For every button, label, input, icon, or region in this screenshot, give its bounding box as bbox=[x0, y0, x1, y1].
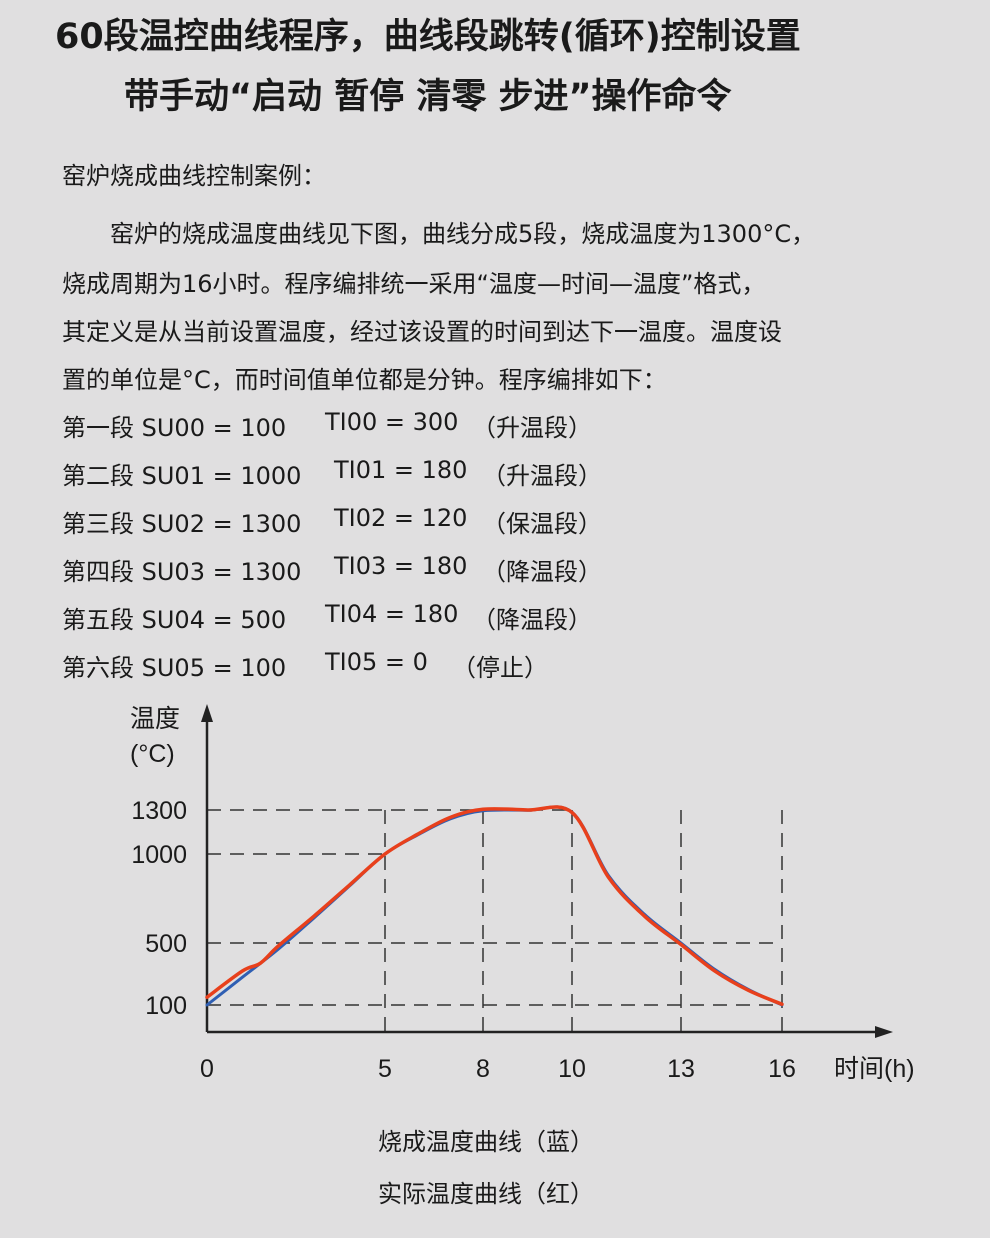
section-heading: 窑炉烧成曲线控制案例： bbox=[62, 162, 326, 190]
y-axis-arrow-icon bbox=[201, 704, 213, 722]
x-tick-label: 0 bbox=[200, 1055, 214, 1083]
segment-setpoint: 第一段 SU00 = 100 bbox=[62, 414, 287, 442]
x-tick-label: 10 bbox=[558, 1055, 586, 1083]
actual-curve-red bbox=[205, 805, 784, 1006]
chart-axes bbox=[201, 704, 893, 1038]
legend-red-curve: 实际温度曲线（红） bbox=[378, 1180, 594, 1208]
segment-time: TI05 = 0 bbox=[325, 648, 428, 676]
x-tick-label: 5 bbox=[378, 1055, 392, 1083]
paragraph-line: 烧成周期为16小时。程序编排统一采用“温度—时间—温度”格式， bbox=[62, 270, 766, 298]
segment-setpoint: 第二段 SU01 = 1000 bbox=[62, 462, 302, 490]
segment-setpoint: 第五段 SU04 = 500 bbox=[62, 606, 287, 634]
paragraph-line: 其定义是从当前设置温度，经过该设置的时间到达下一温度。温度设 bbox=[62, 318, 782, 346]
setpoint-curve-blue bbox=[205, 805, 784, 1007]
segment-time: TI02 = 120 bbox=[334, 504, 468, 532]
paragraph-line: 窑炉的烧成温度曲线见下图，曲线分成5段，烧成温度为1300°C， bbox=[110, 220, 816, 248]
x-axis-label: 时间(h) bbox=[834, 1055, 915, 1083]
y-tick-label: 100 bbox=[145, 992, 187, 1020]
segment-note: （升温段） bbox=[482, 462, 602, 490]
x-tick-label: 16 bbox=[768, 1055, 796, 1083]
paragraph-line: 置的单位是°C，而时间值单位都是分钟。程序编排如下： bbox=[62, 366, 667, 394]
segment-time: TI04 = 180 bbox=[325, 600, 459, 628]
segment-note: （升温段） bbox=[472, 414, 592, 442]
y-tick-label: 1300 bbox=[131, 797, 187, 825]
chart-gridlines bbox=[207, 809, 783, 1032]
y-tick-label: 500 bbox=[145, 930, 187, 958]
segment-note: （保温段） bbox=[482, 510, 602, 538]
x-tick-label: 13 bbox=[667, 1055, 695, 1083]
segment-note: （降温段） bbox=[472, 606, 592, 634]
y-tick-label: 1000 bbox=[131, 841, 187, 869]
chart-tick-labels: 0 5 8 10 13 16 100 500 1000 1300 bbox=[131, 797, 796, 1083]
chart-series bbox=[205, 805, 784, 1007]
segment-setpoint: 第三段 SU02 = 1300 bbox=[62, 510, 302, 538]
page-title-line1: 60段温控曲线程序，曲线段跳转(循环)控制设置 bbox=[55, 17, 801, 57]
y-axis-label: 温度 bbox=[130, 705, 180, 733]
x-axis-arrow-icon bbox=[875, 1026, 893, 1038]
x-tick-label: 8 bbox=[476, 1055, 490, 1083]
segment-note: （停止） bbox=[452, 654, 548, 682]
segment-setpoint: 第四段 SU03 = 1300 bbox=[62, 558, 302, 586]
segment-time: TI01 = 180 bbox=[334, 456, 468, 484]
y-axis-unit: (°C) bbox=[130, 740, 175, 768]
segment-time: TI00 = 300 bbox=[325, 408, 459, 436]
segment-time: TI03 = 180 bbox=[334, 552, 468, 580]
segment-note: （降温段） bbox=[482, 558, 602, 586]
page-title-line2: 带手动“启动 暂停 清零 步进”操作命令 bbox=[124, 77, 732, 117]
segment-setpoint: 第六段 SU05 = 100 bbox=[62, 654, 287, 682]
legend-blue-curve: 烧成温度曲线（蓝） bbox=[378, 1128, 594, 1156]
